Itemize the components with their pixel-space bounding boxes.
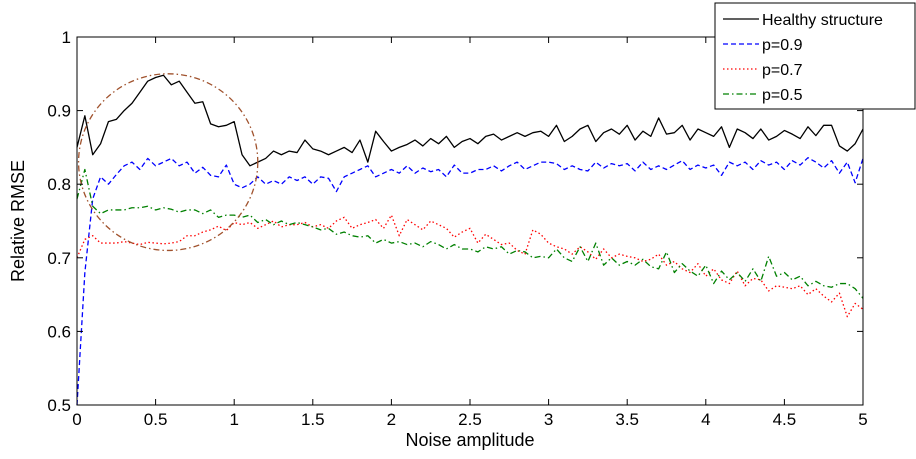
y-tick-label: 1 bbox=[62, 28, 71, 47]
y-tick-label: 0.8 bbox=[47, 175, 71, 194]
annotation-layer bbox=[77, 73, 259, 252]
series-layer bbox=[76, 74, 864, 406]
legend-label: p=0.5 bbox=[762, 87, 803, 104]
legend-label: Healthy structure bbox=[762, 12, 883, 29]
x-tick-label: 4.5 bbox=[773, 410, 797, 429]
y-tick-label: 0.7 bbox=[47, 249, 71, 268]
series-line-1 bbox=[76, 74, 864, 167]
y-axis: 0.5 0.6 0.7 0.8 0.9 1 bbox=[47, 28, 863, 415]
y-tick-label: 0.6 bbox=[47, 322, 71, 341]
x-tick-label: 4 bbox=[701, 410, 710, 429]
x-axis: 0 0.5 1 1.5 2 2.5 3 3.5 4 4.5 5 bbox=[72, 37, 868, 429]
x-tick-label: 5 bbox=[858, 410, 867, 429]
x-tick-label: 3.5 bbox=[615, 410, 639, 429]
legend: Healthy structure p=0.9 p=0.7 p=0.5 bbox=[714, 2, 916, 110]
y-axis-label: Relative RMSE bbox=[8, 160, 28, 282]
series-line-2 bbox=[76, 157, 864, 406]
x-tick-label: 1.5 bbox=[301, 410, 325, 429]
legend-label: p=0.7 bbox=[762, 62, 803, 79]
x-tick-label: 3 bbox=[544, 410, 553, 429]
legend-box bbox=[714, 2, 916, 110]
x-tick-label: 0.5 bbox=[144, 410, 168, 429]
series-line-4 bbox=[76, 168, 864, 299]
legend-label: p=0.9 bbox=[762, 37, 803, 54]
series-line-3 bbox=[76, 214, 864, 318]
x-tick-label: 1 bbox=[229, 410, 238, 429]
x-tick-label: 2.5 bbox=[458, 410, 482, 429]
x-tick-label: 0 bbox=[72, 410, 81, 429]
highlight-ellipse bbox=[77, 73, 259, 252]
y-tick-label: 0.5 bbox=[47, 396, 71, 415]
x-axis-label: Noise amplitude bbox=[405, 430, 534, 450]
x-tick-label: 2 bbox=[387, 410, 396, 429]
y-tick-label: 0.9 bbox=[47, 102, 71, 121]
